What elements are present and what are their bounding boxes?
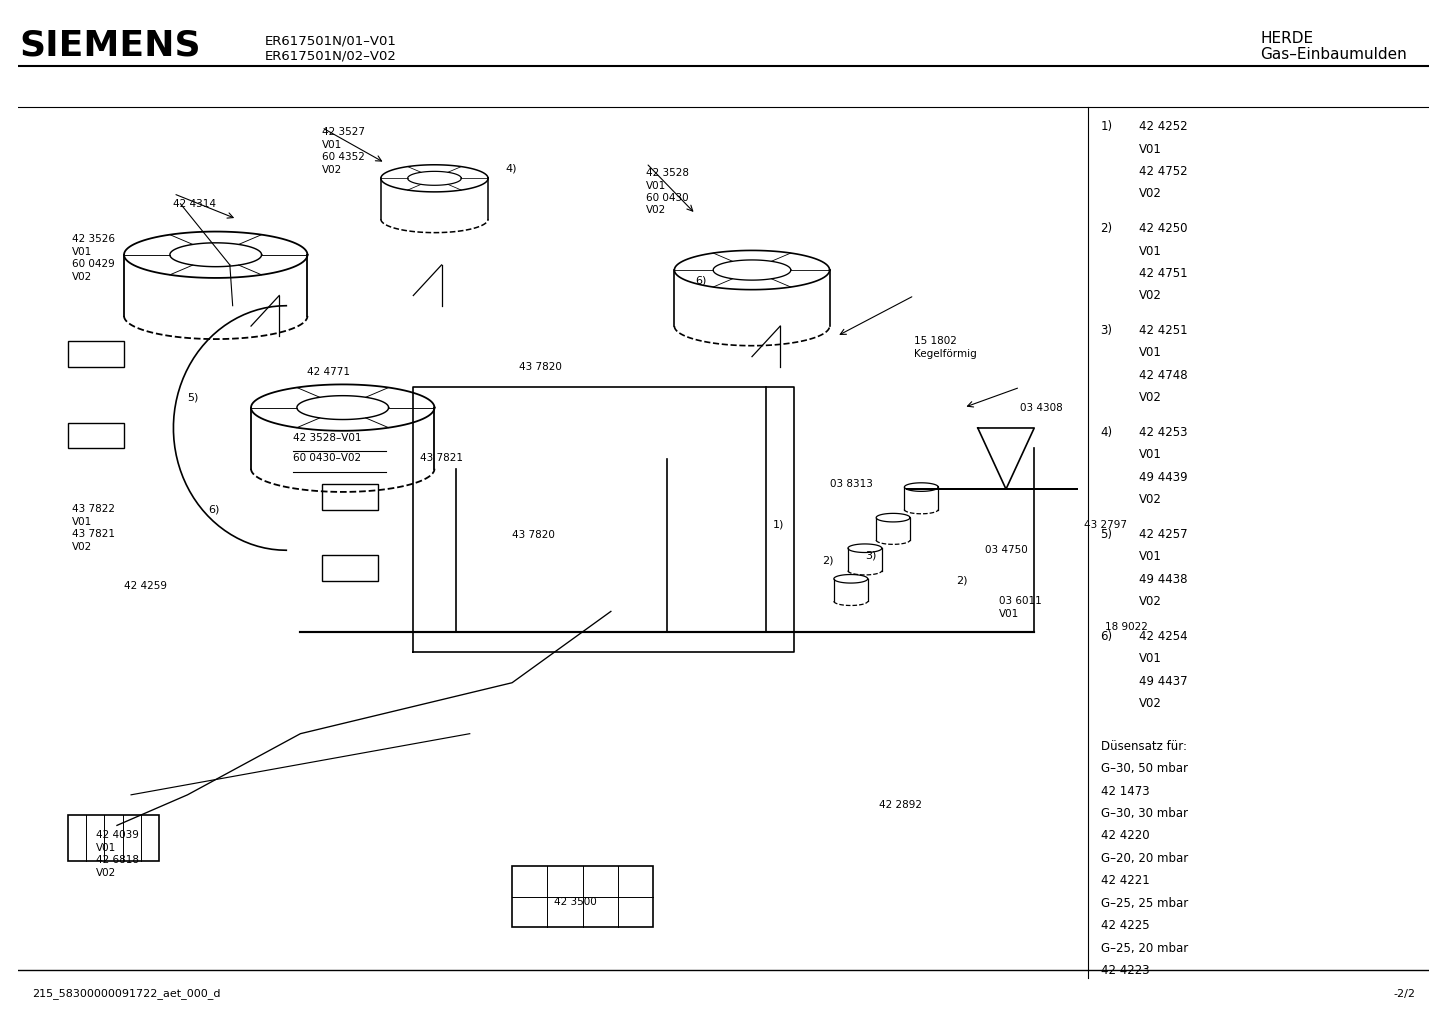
Text: 2): 2) xyxy=(822,555,833,566)
Text: 42 3528
V01
60 0430
V02: 42 3528 V01 60 0430 V02 xyxy=(646,168,689,215)
FancyBboxPatch shape xyxy=(322,484,378,510)
Text: 5): 5) xyxy=(1100,528,1113,541)
Text: 43 7822
V01
43 7821
V02: 43 7822 V01 43 7821 V02 xyxy=(72,504,115,551)
FancyBboxPatch shape xyxy=(68,423,124,448)
Text: V01: V01 xyxy=(1139,245,1161,258)
Text: 6): 6) xyxy=(209,504,221,515)
Text: 15 1802
Kegelförmig: 15 1802 Kegelförmig xyxy=(914,336,978,359)
Text: G–20, 20 mbar: G–20, 20 mbar xyxy=(1100,852,1188,865)
Text: 43 7821: 43 7821 xyxy=(421,453,463,464)
Text: G–30, 50 mbar: G–30, 50 mbar xyxy=(1100,762,1188,775)
Text: V01: V01 xyxy=(1139,550,1161,564)
Text: HERDE: HERDE xyxy=(1260,32,1314,46)
Text: -2/2: -2/2 xyxy=(1393,988,1415,999)
Text: 2): 2) xyxy=(1100,222,1113,235)
Text: 1): 1) xyxy=(773,520,784,530)
Text: 42 4314: 42 4314 xyxy=(173,199,216,209)
Text: V02: V02 xyxy=(1139,187,1161,201)
Text: Gas–Einbaumulden: Gas–Einbaumulden xyxy=(1260,47,1407,61)
Text: 43 7820: 43 7820 xyxy=(512,530,555,540)
Text: 49 4438: 49 4438 xyxy=(1139,573,1187,586)
Text: 215_58300000091722_aet_000_d: 215_58300000091722_aet_000_d xyxy=(32,988,221,999)
Text: 4): 4) xyxy=(505,163,516,173)
FancyBboxPatch shape xyxy=(68,815,159,861)
Text: V02: V02 xyxy=(1139,289,1161,303)
Text: 42 4257: 42 4257 xyxy=(1139,528,1187,541)
Text: 6): 6) xyxy=(1100,630,1113,643)
Text: 3): 3) xyxy=(1100,324,1113,337)
Text: V01: V01 xyxy=(1139,346,1161,360)
Text: V01: V01 xyxy=(1139,448,1161,462)
Text: 42 4221: 42 4221 xyxy=(1100,874,1149,888)
Text: 42 1473: 42 1473 xyxy=(1100,785,1149,798)
Text: 60 0430–V02: 60 0430–V02 xyxy=(293,453,362,464)
Text: 42 4039
V01
42 6818
V02: 42 4039 V01 42 6818 V02 xyxy=(95,830,138,877)
Text: 3): 3) xyxy=(865,550,877,560)
FancyBboxPatch shape xyxy=(322,555,378,581)
FancyBboxPatch shape xyxy=(68,341,124,367)
Text: 43 2797: 43 2797 xyxy=(1083,520,1126,530)
Text: V02: V02 xyxy=(1139,595,1161,608)
Text: 43 7820: 43 7820 xyxy=(519,362,562,372)
Text: 42 3526
V01
60 0429
V02: 42 3526 V01 60 0429 V02 xyxy=(72,234,115,281)
Text: 42 4259: 42 4259 xyxy=(124,581,167,591)
Text: V01: V01 xyxy=(1139,652,1161,665)
Text: 18 9022: 18 9022 xyxy=(1105,622,1148,632)
Text: 42 3528–V01: 42 3528–V01 xyxy=(293,433,362,443)
Text: G–25, 25 mbar: G–25, 25 mbar xyxy=(1100,897,1188,910)
Text: 42 4223: 42 4223 xyxy=(1100,964,1149,977)
Text: 42 4252: 42 4252 xyxy=(1139,120,1187,133)
Text: 49 4439: 49 4439 xyxy=(1139,471,1187,484)
Text: Düsensatz für:: Düsensatz für: xyxy=(1100,740,1187,753)
Text: 42 4253: 42 4253 xyxy=(1139,426,1187,439)
Text: 6): 6) xyxy=(695,275,707,285)
Text: 42 4752: 42 4752 xyxy=(1139,165,1187,178)
Text: 49 4437: 49 4437 xyxy=(1139,675,1187,688)
Text: G–25, 20 mbar: G–25, 20 mbar xyxy=(1100,942,1188,955)
Text: V02: V02 xyxy=(1139,697,1161,710)
Text: 42 4771: 42 4771 xyxy=(307,367,350,377)
Text: 42 3500: 42 3500 xyxy=(554,897,597,907)
Text: 03 6011
V01: 03 6011 V01 xyxy=(999,596,1041,619)
Text: 42 4254: 42 4254 xyxy=(1139,630,1187,643)
Text: V02: V02 xyxy=(1139,391,1161,405)
Text: 42 4751: 42 4751 xyxy=(1139,267,1187,280)
Text: V01: V01 xyxy=(1139,143,1161,156)
Text: ER617501N/02–V02: ER617501N/02–V02 xyxy=(265,50,397,62)
FancyBboxPatch shape xyxy=(512,866,653,927)
Text: 4): 4) xyxy=(1100,426,1113,439)
Text: 42 2892: 42 2892 xyxy=(880,800,921,810)
Text: 42 3527
V01
60 4352
V02: 42 3527 V01 60 4352 V02 xyxy=(322,127,365,174)
Text: 42 4251: 42 4251 xyxy=(1139,324,1187,337)
Text: SIEMENS: SIEMENS xyxy=(19,29,200,63)
Text: 2): 2) xyxy=(956,576,968,586)
Text: 03 8313: 03 8313 xyxy=(829,479,872,489)
Text: 42 4748: 42 4748 xyxy=(1139,369,1187,382)
Text: 42 4220: 42 4220 xyxy=(1100,829,1149,843)
Text: 1): 1) xyxy=(1100,120,1113,133)
Text: 03 4308: 03 4308 xyxy=(1019,403,1063,413)
Text: 42 4225: 42 4225 xyxy=(1100,919,1149,932)
Text: 5): 5) xyxy=(187,392,199,403)
Text: 42 4250: 42 4250 xyxy=(1139,222,1187,235)
Text: G–30, 30 mbar: G–30, 30 mbar xyxy=(1100,807,1188,820)
Text: ER617501N/01–V01: ER617501N/01–V01 xyxy=(265,35,397,47)
Text: V02: V02 xyxy=(1139,493,1161,506)
Text: 03 4750: 03 4750 xyxy=(985,545,1028,555)
